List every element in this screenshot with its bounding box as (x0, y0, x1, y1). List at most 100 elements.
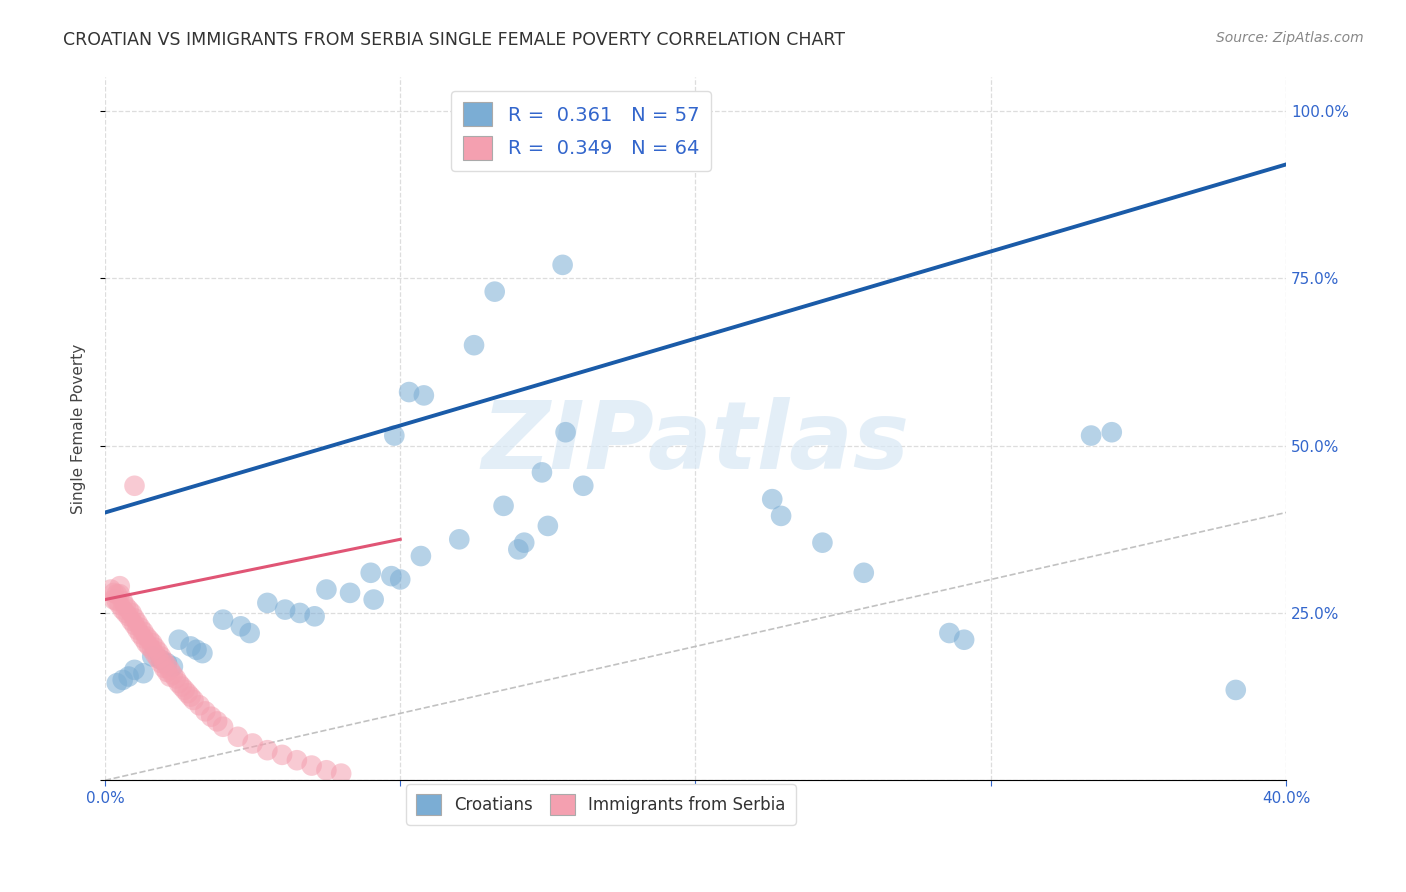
Point (610, 103, 633, 118)
Point (138, 640, 160, 654)
Point (111, 673, 134, 687)
Legend: Croatians, Immigrants from Serbia: Croatians, Immigrants from Serbia (406, 784, 796, 825)
Point (330, 766, 353, 780)
Point (170, 680, 193, 694)
Point (167, 632, 190, 647)
Point (186, 642, 208, 657)
Point (304, 609, 326, 624)
Point (382, 428, 405, 442)
Point (212, 613, 235, 627)
Text: CROATIAN VS IMMIGRANTS FROM SERBIA SINGLE FEMALE POVERTY CORRELATION CHART: CROATIAN VS IMMIGRANTS FROM SERBIA SINGL… (63, 31, 845, 49)
Point (572, 479, 595, 493)
Point (146, 645, 169, 659)
Point (117, 602, 139, 616)
Point (124, 611, 146, 625)
Point (537, 519, 560, 533)
Point (1225, 682, 1247, 697)
Point (173, 682, 195, 697)
Point (484, 285, 506, 299)
Point (285, 753, 308, 767)
Point (150, 656, 173, 670)
Point (409, 549, 432, 563)
Point (111, 602, 134, 616)
Point (852, 566, 875, 580)
Point (146, 651, 169, 665)
Point (811, 535, 834, 549)
Point (132, 624, 155, 639)
Point (135, 636, 157, 650)
Point (108, 587, 131, 601)
Point (156, 656, 179, 670)
Point (100, 582, 122, 597)
Point (1080, 428, 1102, 442)
Point (191, 646, 214, 660)
Point (132, 666, 155, 681)
Point (105, 587, 128, 601)
Point (212, 720, 235, 734)
Point (180, 690, 202, 704)
Point (205, 714, 228, 729)
Point (256, 596, 278, 610)
Point (596, 103, 619, 118)
Point (129, 627, 152, 641)
Point (554, 425, 576, 440)
Point (363, 592, 385, 607)
Point (242, 737, 264, 751)
Point (288, 606, 311, 620)
Point (121, 606, 143, 620)
Point (138, 632, 160, 647)
Point (398, 385, 420, 400)
Point (124, 663, 146, 677)
Point (143, 640, 166, 655)
Point (770, 508, 793, 523)
Point (141, 649, 163, 664)
Point (124, 618, 146, 632)
Point (274, 602, 297, 616)
Point (108, 598, 131, 612)
Point (141, 642, 163, 657)
Point (508, 542, 530, 557)
Point (360, 566, 382, 580)
Point (389, 573, 412, 587)
Point (143, 648, 166, 662)
Point (183, 693, 205, 707)
Point (105, 676, 128, 690)
Point (127, 615, 149, 630)
Point (153, 654, 176, 668)
Point (150, 649, 173, 664)
Point (229, 619, 252, 633)
Point (188, 698, 211, 713)
Point (339, 586, 361, 600)
Point (159, 663, 181, 677)
Point (135, 629, 157, 643)
Point (226, 730, 249, 744)
Point (124, 479, 146, 493)
Point (150, 653, 173, 667)
Point (117, 609, 139, 624)
Point (761, 492, 783, 507)
Point (121, 614, 143, 628)
Point (599, 103, 621, 118)
Point (114, 606, 136, 620)
Point (153, 661, 176, 675)
Point (301, 758, 323, 772)
Point (129, 621, 152, 635)
Point (162, 659, 184, 673)
Point (315, 582, 337, 597)
Point (114, 599, 136, 614)
Point (938, 626, 960, 640)
Point (530, 466, 553, 480)
Point (156, 665, 179, 679)
Point (127, 623, 149, 637)
Point (463, 338, 485, 352)
Point (315, 764, 337, 778)
Point (513, 535, 536, 549)
Y-axis label: Single Female Poverty: Single Female Poverty (72, 343, 86, 514)
Point (271, 747, 294, 762)
Point (159, 669, 181, 683)
Point (167, 676, 190, 690)
Point (141, 636, 163, 650)
Point (658, 103, 681, 118)
Point (162, 667, 184, 681)
Point (105, 594, 128, 608)
